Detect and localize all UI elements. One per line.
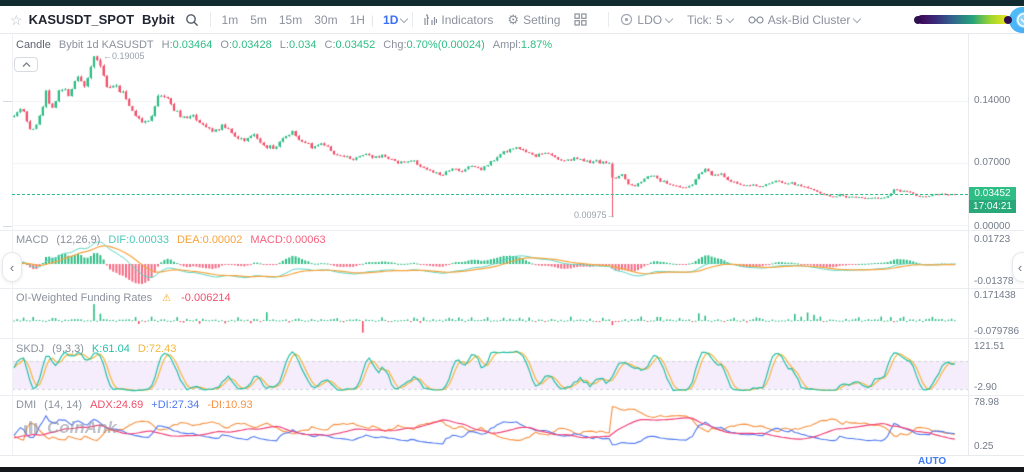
candle-legend: Candle Bybit 1d KASUSDT H:0.03464 O:0.03…: [16, 39, 553, 51]
tick-selector[interactable]: Tick: 5: [687, 13, 734, 27]
left-axis-tick: [3, 226, 12, 227]
crash-low-label: 0.00975→: [574, 210, 616, 220]
macd-title: MACD: [16, 234, 49, 246]
left-plot-edge: [12, 34, 13, 455]
pane-separator[interactable]: [0, 288, 1024, 289]
gradient-bar: [917, 15, 1010, 24]
axis-label: 0.01723: [974, 234, 1011, 245]
symbol-name[interactable]: KASUSDT_SPOT: [28, 12, 135, 27]
dmi-params: (14, 14): [44, 399, 83, 411]
timeframe-15m[interactable]: 15m: [278, 12, 303, 27]
chevron-down-icon: [854, 15, 861, 22]
gradient-handle-right[interactable]: [1004, 15, 1013, 24]
axis-label: -0.01378: [974, 276, 1014, 287]
divider: [608, 12, 610, 27]
timeframe-5m[interactable]: 5m: [250, 12, 267, 27]
warning-icon: ⚠: [162, 292, 172, 304]
divider: [209, 12, 211, 27]
dmi-pdi-value: +DI:27.34: [151, 399, 200, 411]
macd-legend: MACD (12,26,9) DIF:0.00033 DEA:0.00002 M…: [16, 234, 326, 246]
heatmap-gradient-slider[interactable]: [914, 15, 1013, 24]
funding-legend: OI-Weighted Funding Rates ⚠ -0.006214: [16, 292, 231, 304]
collapse-pane-button[interactable]: [14, 57, 38, 72]
dmi-adx-value: ADX:24.69: [90, 399, 144, 411]
window-top-strip: [0, 0, 1024, 6]
skdj-title: SKDJ: [16, 343, 45, 355]
axis-label: 0.07000: [974, 157, 1011, 168]
chevron-down-icon: [666, 15, 673, 22]
axis-label: -0.079786: [974, 326, 1020, 337]
candle-countdown-badge: 17:04:21: [969, 200, 1016, 213]
axis-label: 78.98: [974, 397, 1000, 408]
pane-separator[interactable]: [0, 338, 1024, 339]
ask-bid-cluster-toggle[interactable]: Ask-Bid Cluster: [748, 13, 862, 27]
legend-type: Candle: [16, 39, 51, 51]
peak-price-label: ←0.19005: [103, 51, 145, 61]
pane-separator[interactable]: [0, 395, 1024, 396]
vip-badge-icon: [1016, 11, 1024, 28]
funding-value: -0.006214: [181, 292, 231, 304]
window-bottom-strip: [0, 467, 1024, 472]
macd-hist-value: MACD:0.00063: [250, 234, 326, 246]
last-price-badge: 0.03452: [969, 187, 1016, 200]
axis-label: 121.51: [974, 341, 1005, 352]
vip-trial-button[interactable]: Claim Now 7-Day Free VIP Trial: [1009, 6, 1024, 33]
timeframe-30m[interactable]: 30m: [314, 12, 338, 27]
auto-scale-button[interactable]: AUTO: [918, 456, 947, 467]
pane-separator[interactable]: [0, 230, 1024, 231]
chart-canvas[interactable]: [12, 34, 968, 455]
macd-dif-value: DIF:0.00033: [108, 234, 169, 246]
watermark: CoinAnk: [24, 418, 117, 438]
search-icon[interactable]: [185, 13, 199, 27]
price-axis-divider: [968, 34, 969, 467]
coinank-logo-icon: [24, 421, 38, 434]
gradient-handle-left[interactable]: [914, 15, 923, 24]
chevron-down-icon: [727, 15, 734, 22]
timeframe-1h[interactable]: 1H: [349, 12, 365, 27]
scroll-right-pill[interactable]: ‹: [1012, 252, 1024, 282]
scroll-left-pill[interactable]: ‹: [2, 252, 22, 282]
dmi-title: DMI: [16, 399, 37, 411]
layout-grid-button[interactable]: [574, 13, 588, 26]
skdj-legend: SKDJ (9,3,3) K:61.04 D:72.43: [16, 343, 176, 355]
skdj-k-value: K:61.04: [91, 343, 130, 355]
dmi-legend: DMI (14, 14) ADX:24.69 +DI:27.34 -DI:10.…: [16, 399, 253, 411]
setting-button[interactable]: ⚙ Setting: [507, 12, 561, 27]
divider: [412, 12, 414, 27]
dmi-mdi-value: -DI:10.93: [207, 399, 253, 411]
coin-selector[interactable]: LDO: [620, 13, 673, 27]
left-axis-tick: [3, 101, 12, 102]
axis-label: 0.171438: [974, 290, 1016, 301]
chevron-up-icon: [22, 61, 30, 67]
funding-title: OI-Weighted Funding Rates: [16, 292, 153, 304]
skdj-params: (9,3,3): [52, 343, 84, 355]
indicators-button[interactable]: Indicators: [424, 13, 493, 27]
exchange-name[interactable]: Bybit: [142, 12, 175, 27]
goggles-icon: [748, 15, 764, 24]
timeframe-1m[interactable]: 1m: [221, 12, 239, 27]
skdj-d-value: D:72.43: [137, 343, 177, 355]
axis-label: 0.00000: [974, 221, 1011, 232]
last-price-line: [12, 194, 968, 195]
gear-icon: ⚙: [507, 12, 520, 27]
favorite-star-icon[interactable]: ☆: [10, 11, 23, 28]
axis-label: 0.25: [974, 441, 994, 452]
indicators-icon: [424, 13, 438, 25]
legend-source: Bybit 1d KASUSDT: [58, 39, 154, 51]
macd-params: (12,26,9): [56, 234, 101, 246]
compare-icon: [621, 13, 633, 26]
timeframe-1d-active[interactable]: 1D: [383, 12, 399, 27]
axis-label: -2.90: [974, 382, 997, 393]
macd-dea-value: DEA:0.00002: [176, 234, 243, 246]
axis-label: 0.14000: [974, 95, 1011, 106]
time-axis[interactable]: [0, 455, 1024, 467]
grid-icon: [574, 13, 588, 26]
chart-toolbar: ☆ KASUSDT_SPOT Bybit 1m 5m 15m 30m 1H | …: [0, 6, 1024, 34]
